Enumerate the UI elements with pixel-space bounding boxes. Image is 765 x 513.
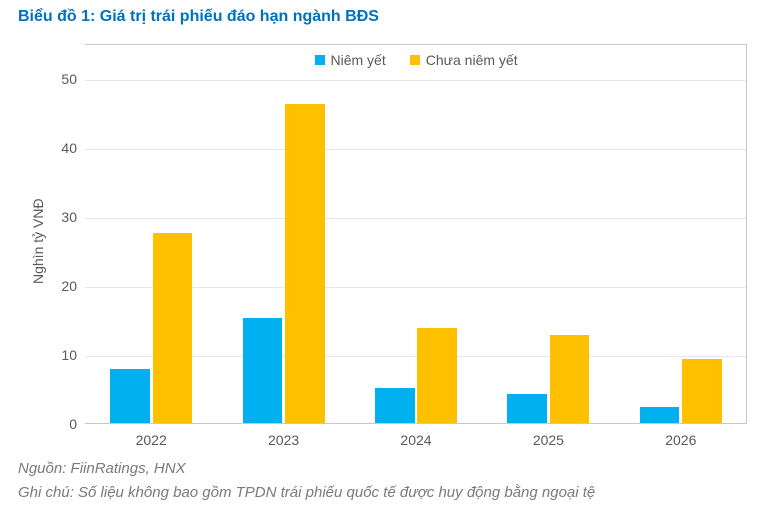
x-tick-label: 2022: [136, 432, 167, 448]
bar: [550, 335, 590, 423]
x-tick-label: 2025: [533, 432, 564, 448]
y-tick-label: 50: [45, 71, 77, 87]
grid-line: [85, 80, 746, 81]
footer-note: Ghi chú: Số liệu không bao gồm TPDN trái…: [18, 484, 595, 501]
y-axis-title: Nghìn tỷ VNĐ: [30, 198, 46, 284]
grid-line: [85, 149, 746, 150]
bar: [285, 104, 325, 423]
plot-area: [85, 45, 746, 423]
bar: [682, 359, 722, 423]
legend: Niêm yết Chưa niêm yết: [315, 52, 518, 68]
bar: [375, 388, 415, 423]
legend-item: Chưa niêm yết: [410, 52, 518, 68]
bar: [243, 318, 283, 423]
legend-swatch: [410, 55, 420, 65]
legend-swatch: [315, 55, 325, 65]
legend-item: Niêm yết: [315, 52, 386, 68]
y-tick-label: 20: [45, 278, 77, 294]
x-tick-label: 2023: [268, 432, 299, 448]
y-tick-label: 30: [45, 209, 77, 225]
bar: [640, 407, 680, 423]
y-tick-label: 10: [45, 347, 77, 363]
bar: [507, 394, 547, 423]
y-tick-label: 0: [45, 416, 77, 432]
footer-source: Nguồn: FiinRatings, HNX: [18, 460, 186, 477]
x-tick-label: 2026: [665, 432, 696, 448]
legend-label: Chưa niêm yết: [426, 52, 518, 68]
x-tick-label: 2024: [400, 432, 431, 448]
y-tick-label: 40: [45, 140, 77, 156]
grid-line: [85, 218, 746, 219]
bar: [417, 328, 457, 423]
chart-title: Biểu đồ 1: Giá trị trái phiếu đáo hạn ng…: [18, 8, 379, 26]
legend-label: Niêm yết: [331, 52, 386, 68]
bar: [153, 233, 193, 423]
bar: [110, 369, 150, 423]
plot-frame: [85, 44, 747, 424]
